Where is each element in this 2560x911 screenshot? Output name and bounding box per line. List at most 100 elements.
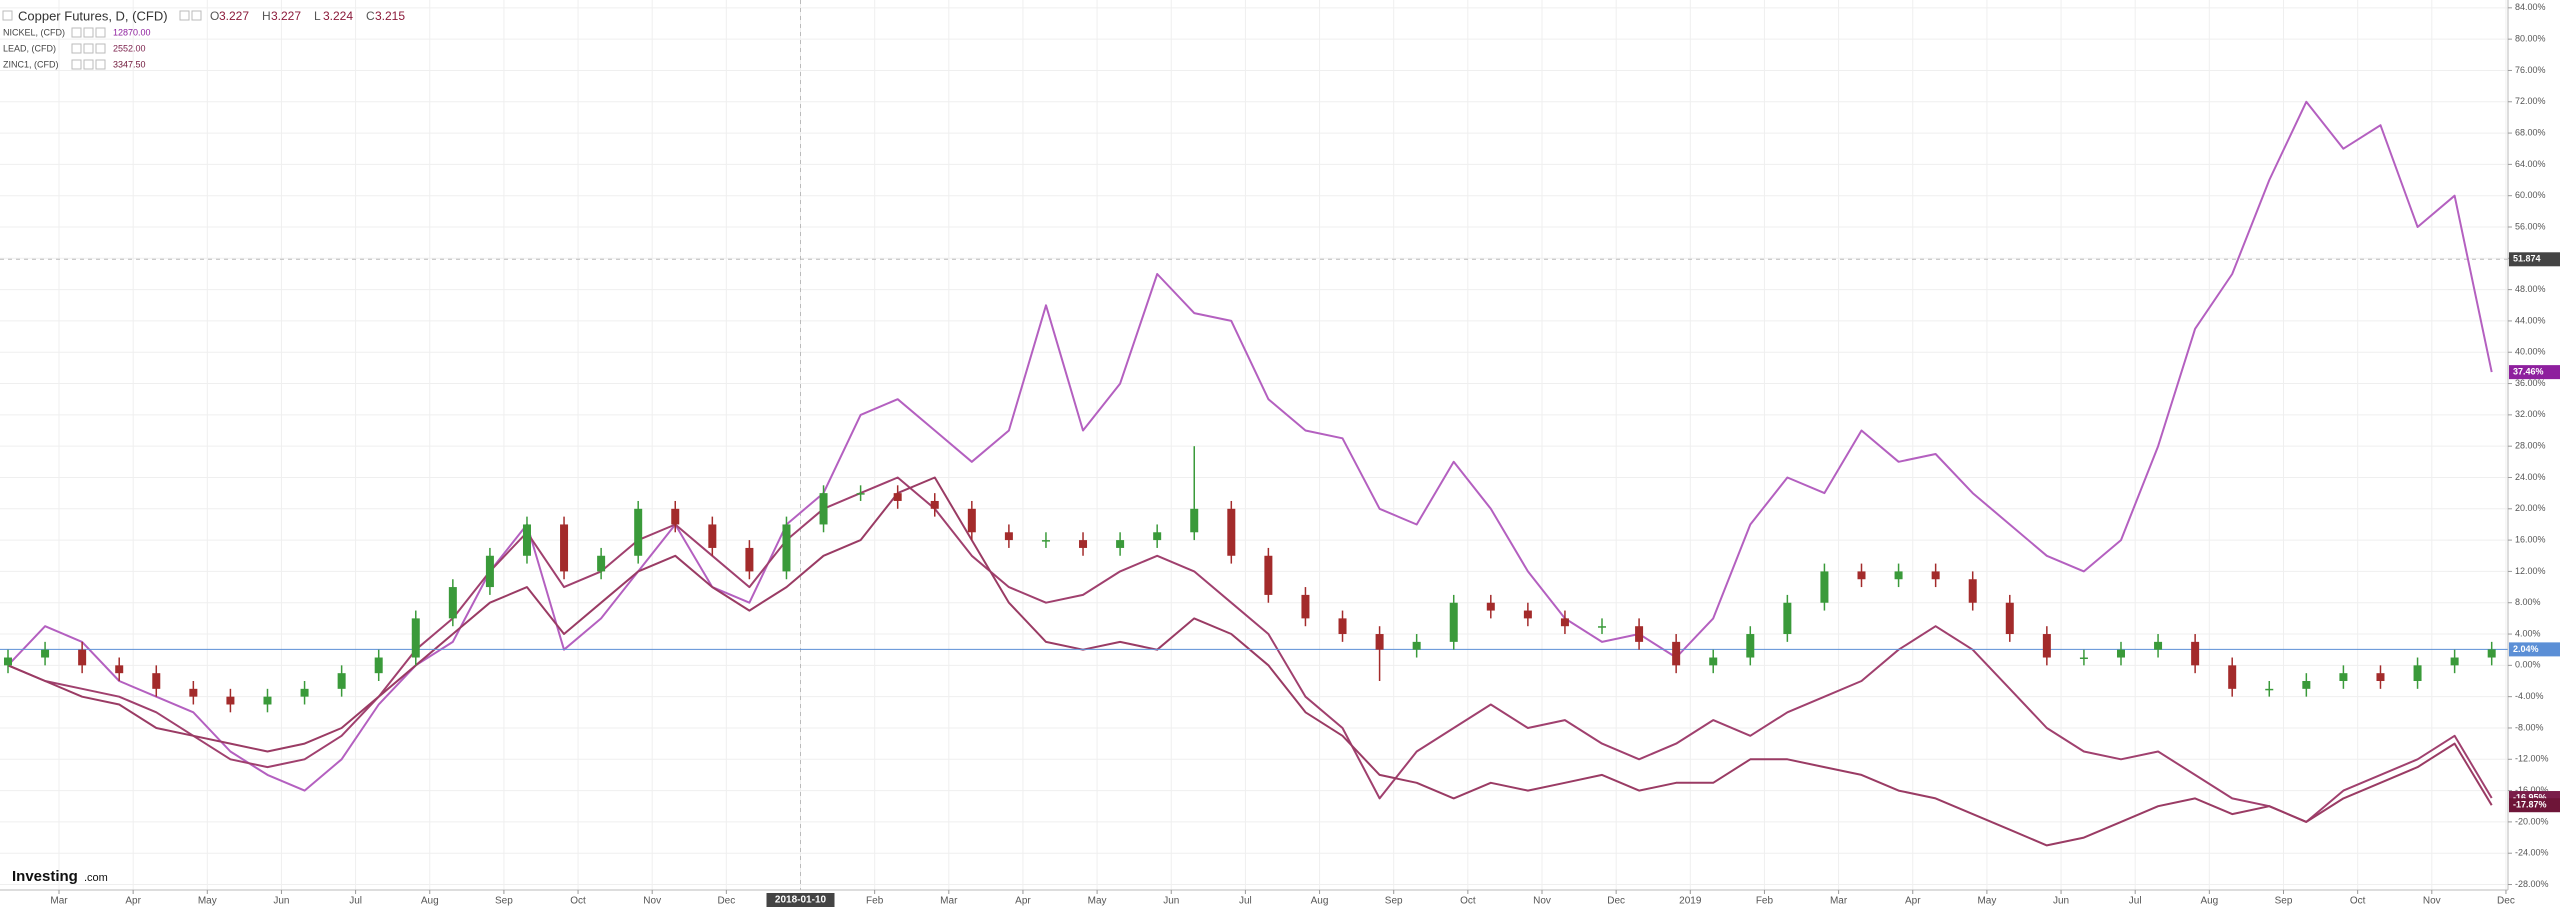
x-tick-label: Dec <box>1607 896 1625 907</box>
legend-name: ZINC1, (CFD) <box>3 59 59 69</box>
candle-body <box>1931 571 1940 580</box>
x-tick-label: Aug <box>421 896 439 907</box>
candle-body <box>2116 649 2125 658</box>
x-tick-label: Dec <box>717 896 735 907</box>
candle-body <box>226 696 235 705</box>
candle-body <box>1894 571 1903 580</box>
y-tick-label: 40.00% <box>2515 347 2546 357</box>
x-tick-label: Aug <box>1311 896 1329 907</box>
candle-body <box>1857 571 1866 580</box>
candle-body <box>1486 602 1495 611</box>
x-tick-label: Sep <box>2275 896 2293 907</box>
crosshair-x-label: 2018-01-10 <box>775 895 827 906</box>
x-tick-label: Sep <box>495 896 513 907</box>
candle-body <box>1338 618 1347 635</box>
y-tick-label: 80.00% <box>2515 34 2546 44</box>
candle-body <box>2228 665 2237 689</box>
x-tick-label: Mar <box>50 896 68 907</box>
y-tick-label: 20.00% <box>2515 503 2546 513</box>
legend-icon <box>95 59 106 70</box>
x-tick-label: Apr <box>1905 896 1921 907</box>
y-tick-label: 60.00% <box>2515 190 2546 200</box>
y-tick-label: 36.00% <box>2515 378 2546 388</box>
x-tick-label: Nov <box>1533 896 1551 907</box>
candle-body <box>1079 540 1088 548</box>
y-tick-label: -28.00% <box>2515 879 2549 889</box>
x-tick-label: Mar <box>940 896 958 907</box>
x-tick-label: Aug <box>2200 896 2218 907</box>
last-value-label: 2.04% <box>2513 644 2539 654</box>
candle-body <box>2005 602 2014 635</box>
plot <box>0 100 2508 847</box>
candle-body <box>2376 673 2385 682</box>
candle-body <box>2265 688 2274 691</box>
y-tick-label: 56.00% <box>2515 221 2546 231</box>
y-tick-label: 76.00% <box>2515 65 2546 75</box>
last-value-badge <box>2509 798 2560 813</box>
legend-name: LEAD, (CFD) <box>3 43 56 53</box>
legend-icon <box>83 43 94 54</box>
candle-body <box>115 665 124 674</box>
ohlc-value: 3.227 <box>219 9 249 23</box>
y-tick-label: -4.00% <box>2515 691 2544 701</box>
y-tick-label: 84.00% <box>2515 2 2546 12</box>
candle-body <box>634 508 643 556</box>
x-tick-label: Apr <box>125 896 141 907</box>
candle-body <box>2302 681 2311 689</box>
candle-body <box>560 524 569 572</box>
ohlc-letter: O <box>210 9 219 23</box>
ohlc-value: 3.215 <box>375 9 405 23</box>
crosshair-y-label: 51.874 <box>2513 254 2541 264</box>
candle-body <box>337 673 346 689</box>
ohlc-letter: L <box>314 9 321 23</box>
candle-body <box>1264 555 1273 595</box>
legend-icon <box>71 59 82 70</box>
candle-body <box>1153 532 1162 541</box>
candle-body <box>856 493 865 495</box>
y-tick-label: 48.00% <box>2515 284 2546 294</box>
crosshair-x-badge <box>766 893 835 907</box>
x-tick-label: Dec <box>2497 896 2515 907</box>
y-tick-label: 12.00% <box>2515 566 2546 576</box>
y-tick-label: -20.00% <box>2515 816 2549 826</box>
y-tick-label: 32.00% <box>2515 409 2546 419</box>
logo-suffix: .com <box>84 872 108 884</box>
y-tick-label: 16.00% <box>2515 534 2546 544</box>
legend-last: 3347.50 <box>113 59 146 69</box>
candle-body <box>819 493 828 525</box>
candle-body <box>1820 571 1829 603</box>
last-value-badge <box>2509 365 2560 380</box>
candle-body <box>2154 641 2163 650</box>
candle-body <box>1635 626 1644 642</box>
series-line <box>7 100 2493 792</box>
legend-name: NICKEL, (CFD) <box>3 27 65 37</box>
candle-body <box>1227 508 1236 556</box>
x-tick-label: Jun <box>2053 896 2069 907</box>
last-value-badge <box>2509 642 2560 657</box>
y-tick-label: -16.00% <box>2515 785 2549 795</box>
candle-body <box>745 547 754 572</box>
x-tick-label: May <box>1088 896 1107 907</box>
candle-body <box>930 500 939 509</box>
candle-body <box>967 508 976 533</box>
candle-body <box>1004 532 1013 541</box>
x-tick-label: Jun <box>1163 896 1179 907</box>
candle-body <box>597 555 606 572</box>
candle-body <box>2487 649 2496 658</box>
candle-body <box>485 555 494 588</box>
candle-body <box>2042 634 2051 658</box>
legend-icon <box>83 27 94 38</box>
x-tick-label: Nov <box>2423 896 2441 907</box>
candle-body <box>2413 665 2422 682</box>
candle-body <box>671 508 680 525</box>
x-tick-label: Feb <box>866 896 884 907</box>
x-tick-label: Oct <box>570 896 586 907</box>
ohlc-letter: H <box>262 9 271 23</box>
logo-name: Investing <box>12 868 78 885</box>
candle-body <box>189 688 198 697</box>
x-tick-label: Apr <box>1015 896 1031 907</box>
candle-body <box>1709 657 1718 666</box>
candle-body <box>78 649 87 666</box>
